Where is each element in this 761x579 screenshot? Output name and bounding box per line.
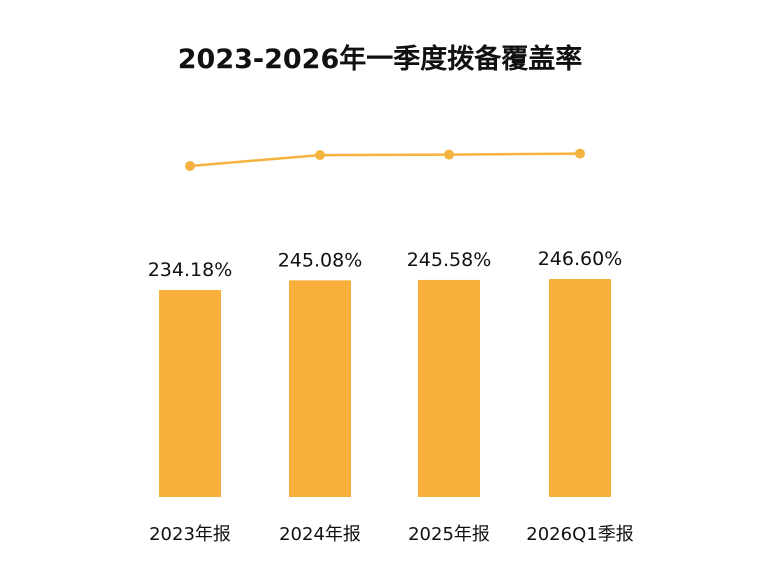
category-labels-layer: 2023年报 2024年报 2025年报 2026Q1季报 [149,524,634,545]
trend-point-4 [575,148,585,159]
trend-point-3 [444,149,454,160]
data-label-1: 234.18% [148,259,233,281]
data-label-2: 245.08% [278,249,363,271]
bar-4 [549,279,611,497]
category-label-4: 2026Q1季报 [526,524,633,545]
bar-1 [159,289,221,497]
bars-layer [159,279,611,497]
chart-title: 2023-2026年一季度拨备覆盖率 [178,43,583,75]
data-label-4: 246.60% [538,248,623,270]
trend-point-1 [185,161,195,171]
category-label-3: 2025年报 [408,524,490,545]
bar-2 [289,280,351,497]
trend-point-2 [315,150,325,161]
trend-line [189,152,581,168]
category-label-1: 2023年报 [149,524,231,545]
bar-3 [418,279,480,497]
data-label-3: 245.58% [407,249,492,271]
data-labels-layer: 234.18% 245.08% 245.58% 246.60% [148,248,623,281]
trend-line-layer [185,148,585,171]
category-label-2: 2024年报 [279,524,361,545]
